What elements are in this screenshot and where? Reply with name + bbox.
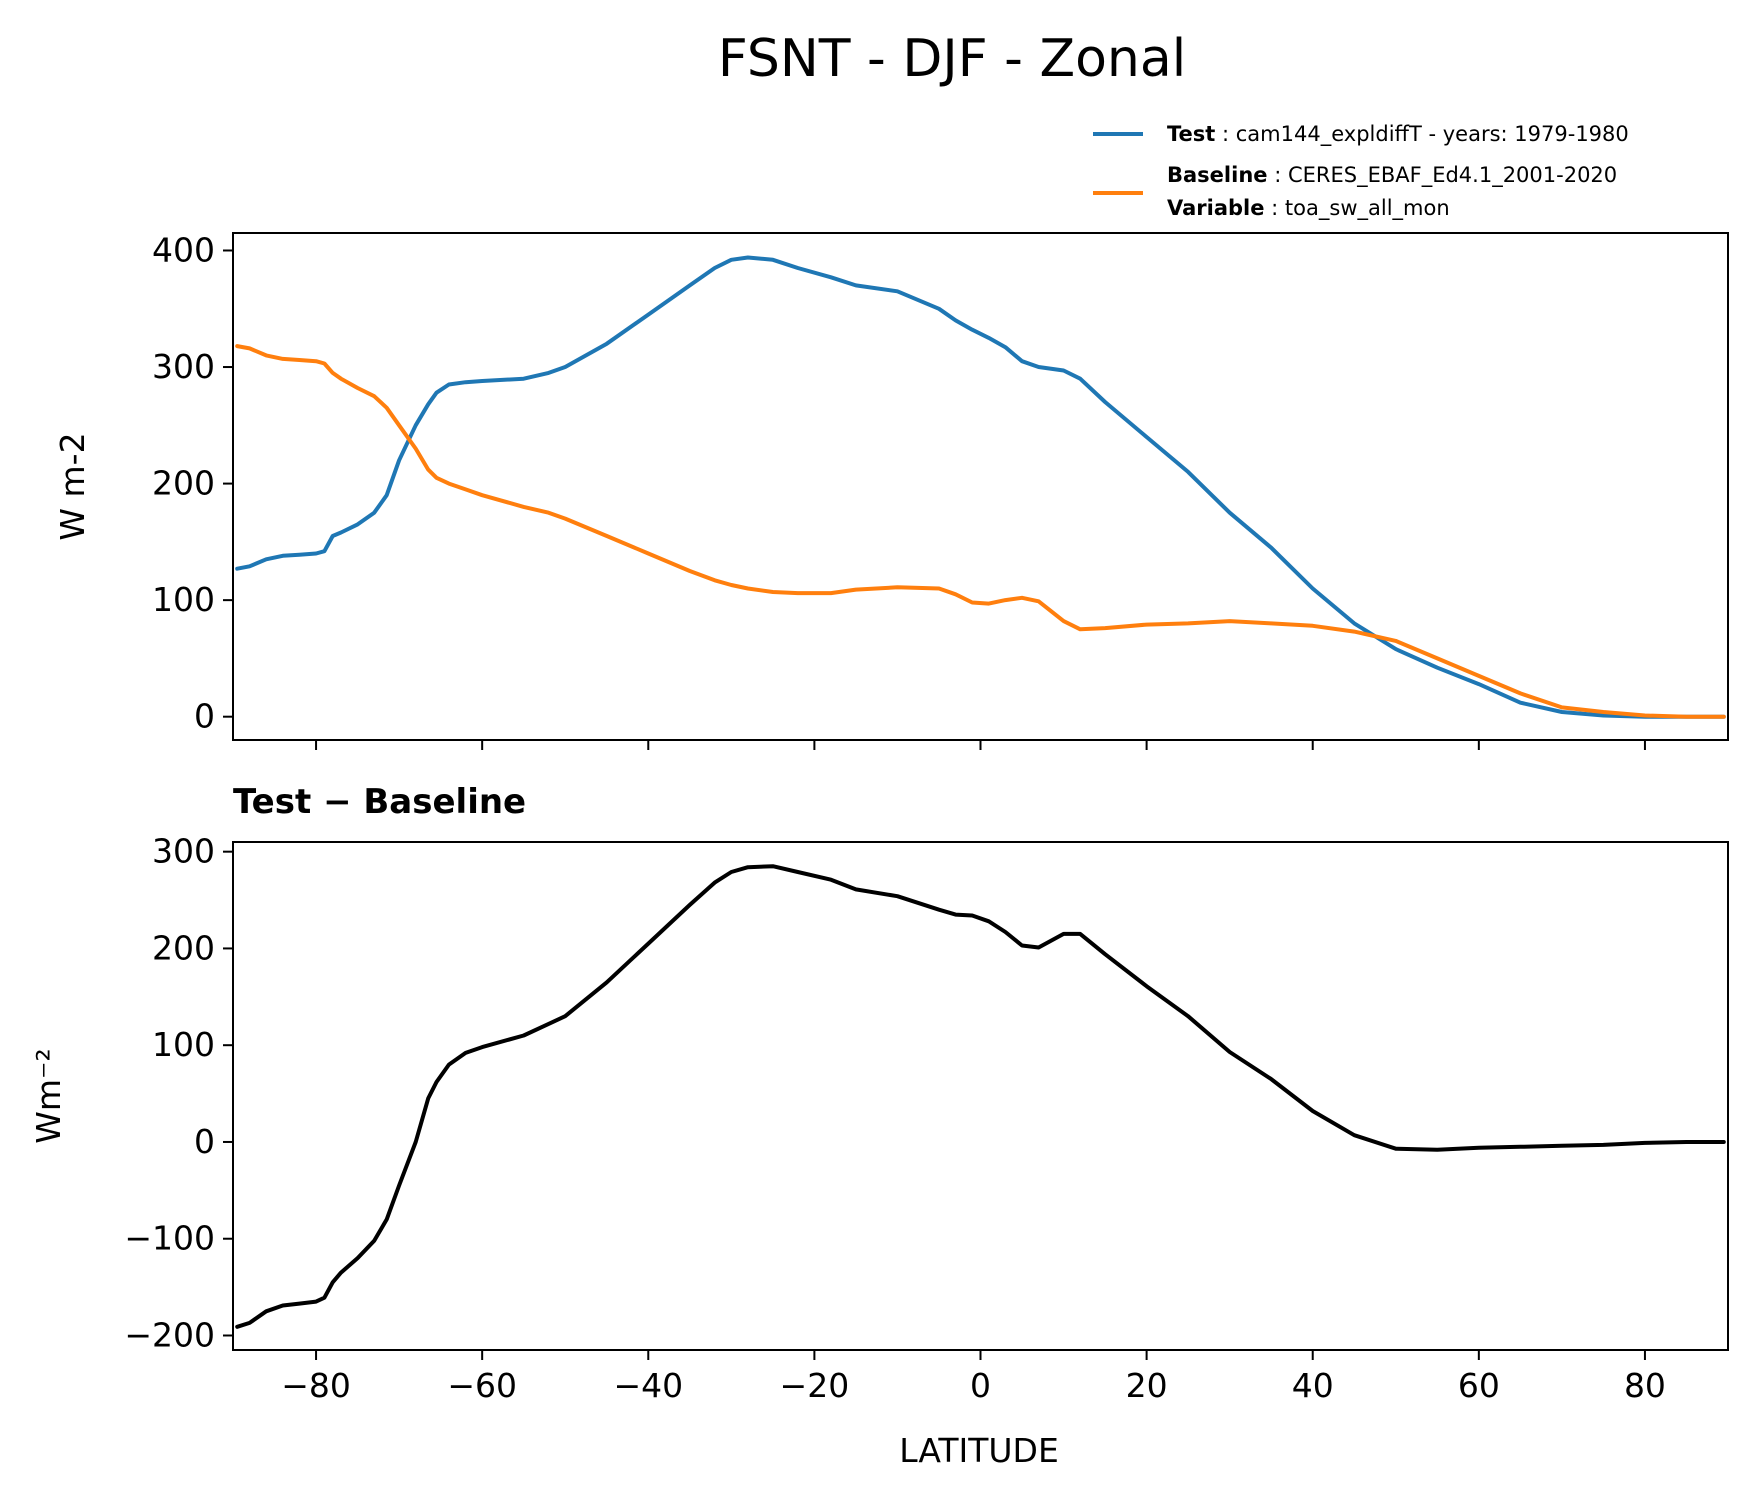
y-tick-label: −200 (124, 1315, 215, 1354)
top-panel: 0 100 200 300 400 W m-2 (53, 230, 1729, 750)
x-tick-label: −40 (613, 1366, 683, 1405)
bottom-panel-frame (232, 841, 1729, 1351)
y-tick-label: −100 (124, 1219, 215, 1258)
top-panel-frame (232, 232, 1729, 741)
top-panel-ticks: 0 100 200 300 400 (152, 230, 1646, 750)
legend-variable-value: : toa_sw_all_mon (1271, 196, 1449, 221)
top-panel-series (235, 255, 1726, 719)
series-line-test (235, 255, 1726, 719)
legend-test-entry: Test : cam144_expldiffT - years: 1979-19… (1167, 122, 1629, 147)
legend-variable-key: Variable (1167, 196, 1264, 220)
y-tick-label: 0 (194, 1122, 215, 1161)
x-tick-label: 0 (970, 1366, 991, 1405)
y-tick-label: 100 (152, 1025, 215, 1064)
x-tick-label: 60 (1458, 1366, 1500, 1405)
x-axis-label: LATITUDE (899, 1431, 1059, 1470)
legend-variable-entry: Variable : toa_sw_all_mon (1167, 196, 1450, 221)
legend-baseline-key: Baseline (1167, 163, 1268, 187)
x-tick-label: 20 (1126, 1366, 1168, 1405)
legend-baseline-value: : CERES_EBAF_Ed4.1_2001-2020 (1274, 163, 1617, 188)
x-tick-label: −80 (281, 1366, 351, 1405)
y-tick-label: 0 (194, 697, 215, 736)
legend-test-value: : cam144_expldiffT - years: 1979-1980 (1222, 122, 1629, 147)
bottom-panel-ylabel: Wm⁻² (29, 1048, 68, 1143)
y-tick-label: 200 (152, 928, 215, 967)
legend-baseline-entry: Baseline : CERES_EBAF_Ed4.1_2001-2020 (1167, 163, 1617, 188)
x-tick-label: −60 (447, 1366, 517, 1405)
x-tick-label: −20 (780, 1366, 850, 1405)
x-tick-label: 80 (1624, 1366, 1666, 1405)
series-line-test-baseline (235, 864, 1726, 1329)
y-tick-label: 100 (152, 580, 215, 619)
bottom-panel-title: Test − Baseline (233, 782, 526, 822)
legend: Test : cam144_expldiffT - years: 1979-19… (1093, 122, 1629, 221)
bottom-panel-series (235, 864, 1726, 1329)
top-panel-ylabel: W m-2 (53, 432, 92, 540)
y-tick-label: 300 (152, 347, 215, 386)
x-tick-label: 40 (1292, 1366, 1334, 1405)
legend-test-key: Test (1167, 122, 1215, 146)
y-tick-label: 300 (152, 832, 215, 871)
y-tick-label: 400 (152, 230, 215, 269)
figure-title: FSNT - DJF - Zonal (718, 29, 1186, 89)
series-line-baseline (235, 344, 1726, 719)
y-tick-label: 200 (152, 464, 215, 503)
